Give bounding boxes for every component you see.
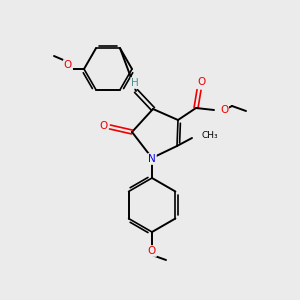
Text: O: O <box>64 60 72 70</box>
Text: N: N <box>148 154 156 164</box>
Text: CH₃: CH₃ <box>202 131 219 140</box>
Text: O: O <box>99 121 107 131</box>
Text: H: H <box>131 78 139 88</box>
Text: O: O <box>198 77 206 87</box>
Text: O: O <box>148 246 156 256</box>
Text: O: O <box>220 105 228 115</box>
